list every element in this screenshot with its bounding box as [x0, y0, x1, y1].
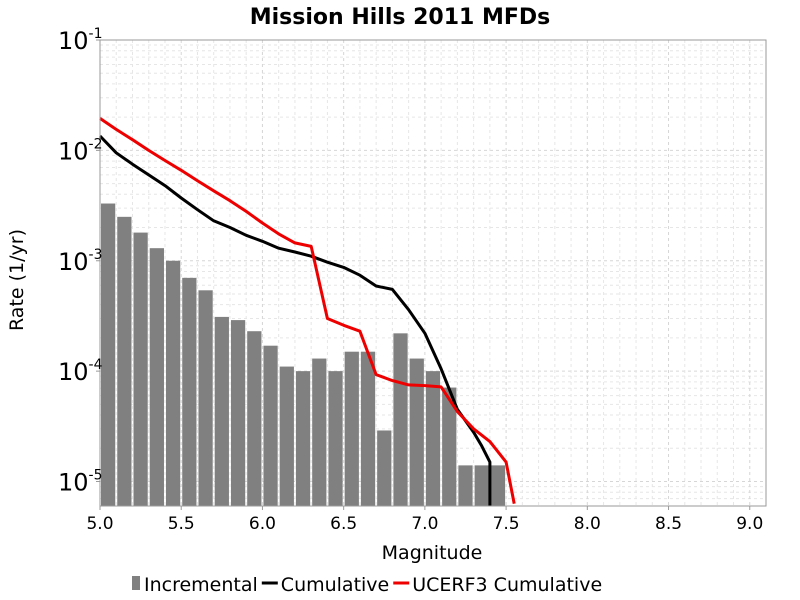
y-tick-exponent: -3 [89, 247, 103, 263]
incremental-bar [442, 387, 457, 506]
incremental-bar [263, 345, 278, 506]
incremental-bars [101, 203, 506, 507]
incremental-bar [133, 232, 148, 507]
y-axis-ticks: 10-110-210-310-410-5 [58, 26, 103, 497]
incremental-bar [165, 260, 181, 506]
legend-label-cumulative: Cumulative [281, 574, 389, 596]
legend: Incremental Cumulative UCERF3 Cumulative [132, 574, 602, 596]
y-tick-label: 10-4 [58, 357, 103, 386]
plot-frame [99, 39, 767, 507]
incremental-bar [149, 248, 164, 506]
incremental-bar [409, 358, 424, 506]
y-tick-base: 10 [58, 27, 89, 55]
incremental-bar [393, 333, 408, 506]
x-tick-label: 8.5 [655, 514, 682, 534]
incremental-bar [458, 465, 473, 506]
y-tick-label: 10-5 [58, 468, 103, 497]
y-tick-exponent: -2 [89, 136, 103, 152]
incremental-bar [425, 371, 441, 506]
x-tick-label: 5.0 [86, 514, 113, 534]
x-tick-label: 7.5 [493, 514, 520, 534]
y-tick-base: 10 [58, 248, 89, 276]
incremental-bar [230, 320, 246, 506]
y-tick-label: 10-1 [58, 26, 103, 55]
chart-title: Mission Hills 2011 MFDs [250, 5, 551, 30]
x-tick-label: 6.5 [330, 514, 357, 534]
y-tick-base: 10 [58, 469, 89, 497]
x-tick-label: 6.0 [249, 514, 276, 534]
x-tick-label: 7.0 [411, 514, 438, 534]
y-tick-base: 10 [58, 358, 89, 386]
y-tick-base: 10 [58, 137, 89, 165]
ucerf3-cumulative-line [99, 117, 516, 504]
incremental-bar [474, 465, 489, 506]
y-tick-exponent: -5 [89, 468, 103, 484]
legend-swatch-incremental [132, 576, 140, 590]
incremental-bar [101, 203, 116, 506]
incremental-bar [312, 358, 327, 506]
y-tick-exponent: -4 [89, 357, 103, 373]
legend-label-ucerf3-cumulative: UCERF3 Cumulative [412, 574, 602, 596]
incremental-bar [328, 371, 343, 506]
incremental-bar [198, 290, 213, 506]
y-tick-exponent: -1 [89, 26, 103, 42]
incremental-bar [214, 316, 229, 506]
y-axis-label: Rate (1/yr) [6, 229, 28, 331]
y-tick-label: 10-2 [58, 136, 103, 165]
x-axis-ticks: 5.0 5.5 6.0 6.5 7.0 7.5 8.0 8.5 9.0 [86, 506, 763, 534]
incremental-bar [344, 351, 359, 506]
incremental-bar [377, 430, 392, 506]
cumulative-line [98, 134, 492, 506]
incremental-bar [490, 465, 506, 506]
incremental-bar [117, 216, 132, 507]
incremental-bar [182, 277, 197, 506]
cumulative-lines [98, 117, 516, 506]
incremental-bar [247, 331, 262, 506]
incremental-bar [360, 351, 376, 506]
x-tick-label: 5.5 [168, 514, 195, 534]
x-tick-label: 9.0 [736, 514, 763, 534]
incremental-bar [279, 366, 294, 506]
y-tick-label: 10-3 [58, 247, 103, 276]
x-tick-label: 8.0 [574, 514, 601, 534]
legend-label-incremental: Incremental [144, 574, 258, 596]
x-axis-label: Magnitude [382, 542, 483, 564]
incremental-bar [295, 371, 311, 506]
